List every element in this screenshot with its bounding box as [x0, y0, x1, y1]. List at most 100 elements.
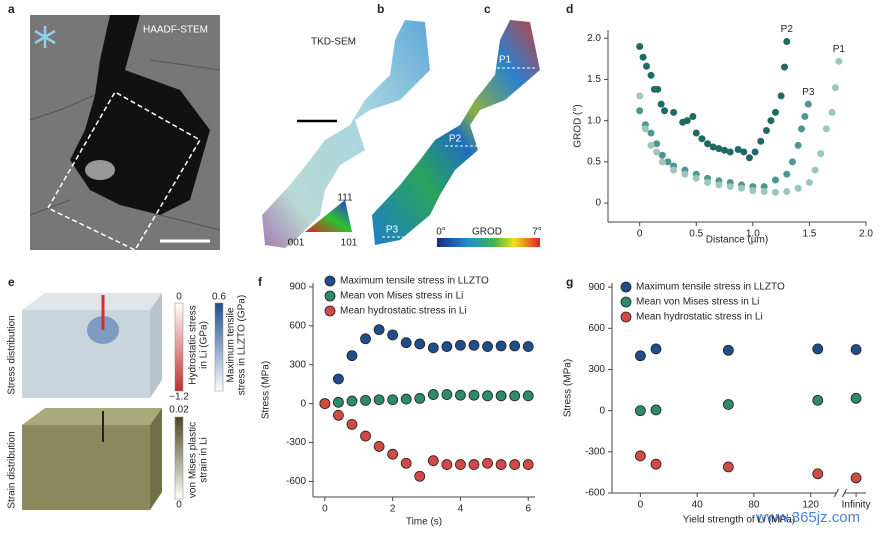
point [373, 324, 385, 336]
point [715, 145, 723, 153]
x-tick-label: 0 [638, 500, 644, 511]
point [509, 459, 521, 470]
y-tick-label: 600 [588, 323, 605, 334]
point [509, 340, 521, 352]
legend-label: Maximum tensile stress in LLZTO [636, 282, 785, 293]
x-tick-label: 1.5 [802, 229, 816, 240]
point [781, 63, 789, 71]
y-tick-label: 300 [588, 364, 605, 375]
y-tick-label: 1.5 [587, 74, 601, 85]
point [721, 146, 729, 154]
point [658, 151, 666, 159]
point [333, 409, 344, 421]
path-label: P2 [449, 134, 462, 145]
colorbar-title: Maximum tensile [226, 307, 237, 382]
row-label: Strain distribution [7, 431, 18, 508]
point [495, 340, 507, 352]
point [850, 472, 862, 484]
point [805, 178, 813, 186]
point [771, 108, 779, 116]
point [634, 405, 646, 417]
point [740, 148, 748, 156]
point [794, 184, 802, 192]
point [715, 181, 723, 189]
panel-label: d [566, 2, 573, 16]
point [346, 350, 358, 362]
panel-label: c [484, 2, 491, 16]
x-tick-label: 4 [458, 504, 464, 515]
point [495, 390, 507, 402]
point [801, 113, 809, 121]
point [767, 117, 775, 125]
point [762, 127, 770, 135]
x-tick-label: 2.0 [859, 229, 873, 240]
series-label: P2 [781, 24, 794, 35]
legend-label: Maximum tensile stress in LLZTO [340, 276, 489, 287]
panel-label: a [8, 2, 15, 16]
point [722, 399, 734, 410]
point [811, 166, 819, 174]
x-axis-label: Time (s) [406, 517, 442, 528]
point [722, 344, 734, 356]
point [657, 100, 665, 108]
x-axis-label: Yield strength of Li (MPa) [683, 515, 795, 526]
tkd-map: TKD-SEM 111 001 101 [262, 20, 430, 249]
panel-label: g [566, 275, 573, 289]
point [373, 441, 385, 452]
grod-map: P1 P2 P3 0° GROD 7° [372, 20, 542, 247]
point [400, 393, 412, 405]
point [509, 390, 521, 402]
point [642, 62, 650, 70]
point [812, 343, 824, 355]
y-tick-label: 2.0 [587, 33, 601, 44]
watermark: www.365jz.com [755, 509, 860, 526]
point [455, 339, 466, 351]
image-label: TKD-SEM [311, 37, 356, 48]
point [360, 430, 371, 442]
point [783, 38, 791, 46]
y-tick-label: -300 [585, 446, 605, 457]
colorbar-label: −1.2 [169, 392, 189, 403]
point [482, 341, 493, 352]
point [850, 392, 862, 404]
point [783, 188, 791, 196]
point [360, 333, 371, 345]
micrograph: HAADF-STEM [29, 15, 221, 251]
y-tick-label: 900 [289, 282, 306, 293]
x-tick-label: 6 [525, 504, 531, 515]
point [757, 137, 765, 145]
point [482, 390, 493, 402]
point [835, 57, 843, 65]
point [783, 170, 791, 178]
point [522, 459, 534, 470]
legend-label: Mean von Mises stress in Li [340, 291, 463, 302]
point [692, 129, 700, 137]
series-label: P3 [802, 87, 815, 98]
x-tick-label: 0 [322, 504, 328, 515]
key-label: 101 [341, 238, 358, 249]
y-tick-label: 600 [289, 320, 306, 331]
x-tick-label: 80 [748, 500, 760, 511]
point [794, 141, 802, 149]
x-tick-label: 120 [802, 500, 819, 511]
point [650, 404, 662, 416]
colorbar-label: 0.6 [212, 292, 226, 303]
legend-marker [620, 281, 632, 293]
colorbar-label: 0 [176, 500, 182, 511]
point [698, 135, 706, 143]
point [777, 92, 785, 100]
point [798, 125, 805, 133]
y-tick-label: 0 [300, 398, 306, 409]
point [641, 125, 649, 133]
y-axis-label: Stress (MPa) [563, 359, 574, 417]
point [664, 158, 672, 166]
point [661, 107, 669, 115]
point [427, 389, 439, 400]
simulation: 0 −1.2 0.6 0.02 0 Hydrostatic stress in … [7, 292, 248, 511]
point [726, 183, 734, 191]
panel-label: f [258, 275, 263, 289]
colorbar-title: in Li (GPa) [199, 321, 210, 369]
point [636, 92, 644, 100]
point [653, 140, 661, 148]
